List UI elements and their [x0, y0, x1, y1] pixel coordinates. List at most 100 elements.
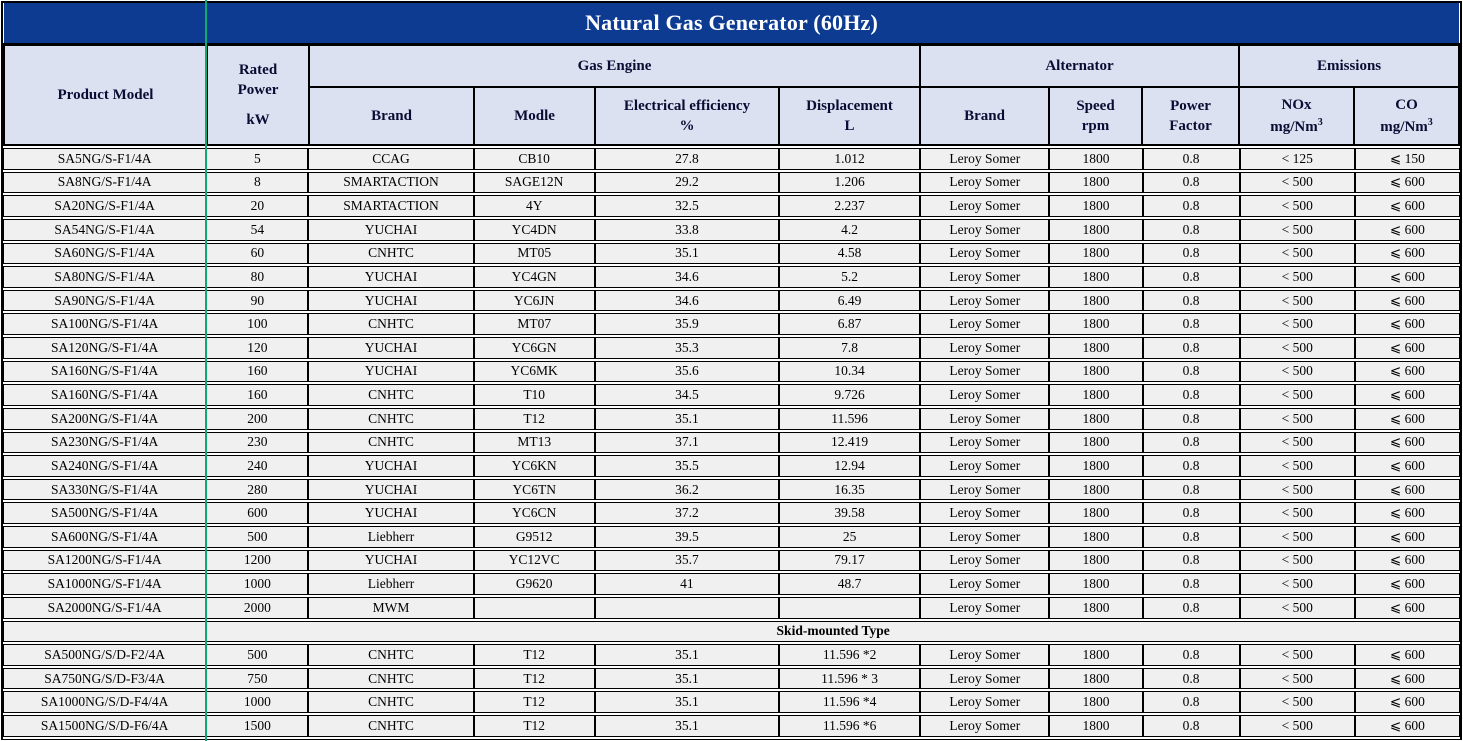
cell: < 500 [1239, 171, 1355, 194]
cell: Leroy Somer [920, 667, 1050, 690]
table-row: SA330NG/S-F1/4A 280 YUCHAI YC6TN 36.2 16.35 Le… [3, 478, 1460, 501]
cell: T12 [473, 715, 595, 737]
table-row: SA90NG/S-F1/4A 90 YUCHAI YC6JN 34.6 6.49 Leroy… [3, 289, 1460, 312]
cell: 1000 [206, 573, 309, 595]
cell: 0.8 [1142, 148, 1240, 170]
cell: 1800 [1049, 715, 1143, 737]
table-row: SA80NG/S-F1/4A 80 YUCHAI YC4GN 34.6 5.2 Leroy … [3, 266, 1460, 288]
cell: 280 [206, 478, 309, 501]
cell: ⩽ 600 [1354, 171, 1460, 194]
cell: Leroy Somer [920, 715, 1050, 737]
cell: 11.596 *6 [779, 715, 921, 737]
cell: 600 [206, 502, 309, 524]
cell: < 500 [1239, 431, 1355, 454]
table-row: SA2000NG/S-F1/4A 2000 MWM Leroy Somer 1800 0.… [3, 596, 1460, 619]
cell: SA90NG/S-F1/4A [3, 289, 207, 312]
table-row: SA500NG/S-F1/4A 600 YUCHAI YC6CN 37.2 39.58 Le… [3, 502, 1460, 524]
cell: 36.2 [594, 478, 780, 501]
cell: ⩽ 600 [1354, 195, 1460, 217]
cell: YUCHAI [308, 455, 474, 477]
cell: ⩽ 600 [1354, 691, 1460, 713]
cell: 2.237 [779, 195, 921, 217]
cell: SA160NG/S-F1/4A [3, 360, 207, 383]
cell: T10 [473, 384, 595, 406]
power-factor-label-2: Factor [1169, 118, 1212, 134]
cell: ⩽ 600 [1354, 715, 1460, 737]
table-row: SA1000NG/S/D-F4/4A 1000 CNHTC T12 35.1 11.596… [3, 691, 1460, 713]
cell: 1800 [1049, 148, 1143, 170]
cell: ⩽ 600 [1354, 502, 1460, 524]
cell: 1800 [1049, 455, 1143, 477]
cell: Leroy Somer [920, 171, 1050, 194]
cell: 1800 [1049, 313, 1143, 335]
cell: 27.8 [594, 148, 780, 170]
cell: 0.8 [1142, 715, 1240, 737]
cell: 48.7 [779, 573, 921, 595]
cell: T12 [473, 407, 595, 430]
cell: SA60NG/S-F1/4A [3, 242, 207, 265]
cell: 1200 [206, 549, 309, 572]
cell: SA120NG/S-F1/4A [3, 337, 207, 359]
cell: SA750NG/S/D-F3/4A [3, 667, 207, 690]
cell: 1800 [1049, 195, 1143, 217]
cell: < 500 [1239, 337, 1355, 359]
displacement-label: Displacement [806, 97, 893, 114]
col-header-speed: Speed rpm [1048, 86, 1143, 146]
cell: < 125 [1239, 148, 1355, 170]
cell: ⩽ 600 [1354, 337, 1460, 359]
group-header-emissions: Emissions [1237, 43, 1461, 88]
cell: Liebherr [308, 526, 474, 548]
cell: Leroy Somer [920, 644, 1050, 666]
cell: 90 [206, 289, 309, 312]
cell: 9.726 [779, 384, 921, 406]
cell: 4Y [473, 195, 595, 217]
col-header-displacement: Displacement L [778, 86, 921, 146]
cell: YC4GN [473, 266, 595, 288]
cell: YC6KN [473, 455, 595, 477]
cell: SA8NG/S-F1/4A [3, 171, 207, 194]
cell: 0.8 [1142, 171, 1240, 194]
cell: SA5NG/S-F1/4A [3, 148, 207, 170]
cell: YC6MK [473, 360, 595, 383]
cell: Leroy Somer [920, 148, 1050, 170]
cell: Leroy Somer [920, 242, 1050, 265]
cell: MT13 [473, 431, 595, 454]
cell: SA160NG/S-F1/4A [3, 384, 207, 406]
cell: 0.8 [1142, 431, 1240, 454]
cell: 6.87 [779, 313, 921, 335]
cell: 1800 [1049, 644, 1143, 666]
table-row: SA240NG/S-F1/4A 240 YUCHAI YC6KN 35.5 12.94 Le… [3, 455, 1460, 477]
nox-label: NOx [1281, 97, 1312, 114]
cell: 32.5 [594, 195, 780, 217]
cell: 0.8 [1142, 195, 1240, 217]
cell: 0.8 [1142, 596, 1240, 619]
cell: 25 [779, 526, 921, 548]
cell: 35.1 [594, 407, 780, 430]
cell: 1800 [1049, 502, 1143, 524]
cell: 0.8 [1142, 573, 1240, 595]
cell: SA100NG/S-F1/4A [3, 313, 207, 335]
cell: 35.1 [594, 644, 780, 666]
cell: 34.5 [594, 384, 780, 406]
cell: YUCHAI [308, 289, 474, 312]
cell: < 500 [1239, 573, 1355, 595]
cell: 0.8 [1142, 478, 1240, 501]
table-row: SA1200NG/S-F1/4A 1200 YUCHAI YC12VC 35.7 79.1… [3, 549, 1460, 572]
cell: 2000 [206, 596, 309, 619]
cell: CNHTC [308, 384, 474, 406]
cell: Leroy Somer [920, 289, 1050, 312]
cell: 0.8 [1142, 242, 1240, 265]
col-header-alternator-brand: Brand [919, 86, 1050, 146]
cell: SA54NG/S-F1/4A [3, 218, 207, 241]
cell: 35.1 [594, 691, 780, 713]
cell: YC12VC [473, 549, 595, 572]
cell: < 500 [1239, 455, 1355, 477]
table-row: SA160NG/S-F1/4A 160 YUCHAI YC6MK 35.6 10.34 Le… [3, 360, 1460, 383]
cell: Leroy Somer [920, 478, 1050, 501]
cell: ⩽ 600 [1354, 644, 1460, 666]
cell: 35.1 [594, 715, 780, 737]
cell: Leroy Somer [920, 195, 1050, 217]
cell: < 500 [1239, 195, 1355, 217]
cell: YUCHAI [308, 266, 474, 288]
